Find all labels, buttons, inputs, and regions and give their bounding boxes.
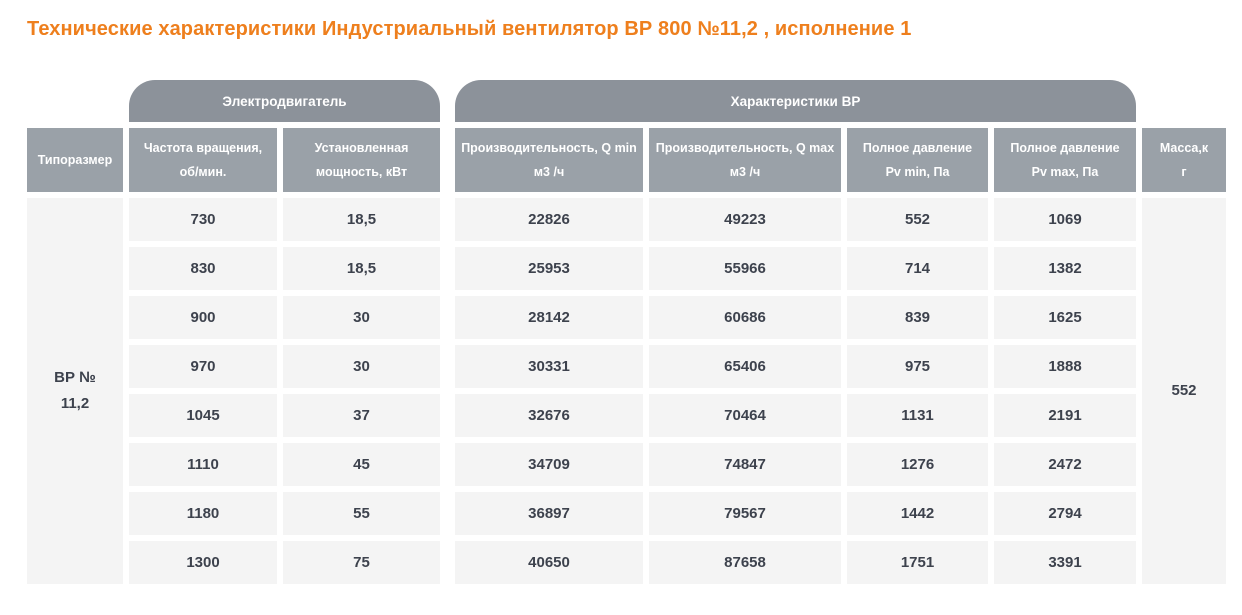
mass-cell: 552	[1142, 198, 1226, 584]
table-cell: 1382	[994, 247, 1136, 290]
table-cell: 1300	[129, 541, 277, 584]
table-cell: 25953	[455, 247, 643, 290]
table-cell: 60686	[649, 296, 841, 339]
column-header-label: Pv min, Па	[885, 165, 950, 179]
table-cell: 34709	[455, 443, 643, 486]
column-header-label: об/мин.	[179, 165, 227, 179]
table-cell: 2472	[994, 443, 1136, 486]
table-cell: 1276	[847, 443, 988, 486]
table-cell: 75	[283, 541, 440, 584]
column-header-label: мощность, кВт	[315, 165, 408, 179]
table-cell: 1751	[847, 541, 988, 584]
table-cell: 900	[129, 296, 277, 339]
table-cell: 55	[283, 492, 440, 535]
table-cell: 830	[129, 247, 277, 290]
table-cell: 839	[847, 296, 988, 339]
column-header-label: Масса,к	[1159, 140, 1209, 155]
column-header-label: Установленная	[314, 140, 409, 155]
table-cell: 552	[847, 198, 988, 241]
column-header-mass: Масса,к г	[1142, 128, 1226, 192]
typoraz-cell: ВР № 11,2	[27, 198, 123, 584]
table-cell: 18,5	[283, 247, 440, 290]
table-cell: 74847	[649, 443, 841, 486]
table-cell: 22826	[455, 198, 643, 241]
table-cell: 55966	[649, 247, 841, 290]
table-cell: 2191	[994, 394, 1136, 437]
column-header-label: Полное давление	[862, 140, 973, 155]
table-cell: 30	[283, 345, 440, 388]
group-header-motor: Электродвигатель	[129, 80, 440, 122]
table-cell: 40650	[455, 541, 643, 584]
table-cell: 70464	[649, 394, 841, 437]
column-header-pvmax: Полное давление Pv max, Па	[994, 128, 1136, 192]
table-cell: 714	[847, 247, 988, 290]
page-title: Технические характеристики Индустриальны…	[27, 18, 912, 40]
column-header-label: м3 /ч	[729, 165, 761, 179]
table-cell: 970	[129, 345, 277, 388]
typoraz-line: 11,2	[60, 395, 90, 412]
group-header-vr: Характеристики ВР	[455, 80, 1136, 122]
table-cell: 49223	[649, 198, 841, 241]
column-header-label: Полное давление	[1010, 140, 1120, 155]
table-cell: 1625	[994, 296, 1136, 339]
table-cell: 18,5	[283, 198, 440, 241]
table-cell: 87658	[649, 541, 841, 584]
column-header-label: Производительность, Q max	[655, 140, 835, 155]
table-cell: 28142	[455, 296, 643, 339]
column-header-qmax: Производительность, Q max м3 /ч	[649, 128, 841, 192]
table-cell: 1069	[994, 198, 1136, 241]
column-header-label: Производительность, Q min	[461, 140, 637, 155]
table-cell: 32676	[455, 394, 643, 437]
column-header-power: Установленная мощность, кВт	[283, 128, 440, 192]
table-cell: 975	[847, 345, 988, 388]
table-cell: 1442	[847, 492, 988, 535]
column-header-rpm: Частота вращения, об/мин.	[129, 128, 277, 192]
table-cell: 730	[129, 198, 277, 241]
table-cell: 3391	[994, 541, 1136, 584]
column-header-typoraz: Типоразмер	[27, 128, 123, 192]
column-header-label: Частота вращения,	[143, 140, 263, 155]
table-cell: 30	[283, 296, 440, 339]
table-cell: 1180	[129, 492, 277, 535]
table-cell: 30331	[455, 345, 643, 388]
column-header-label: Типоразмер	[37, 152, 113, 167]
table-cell: 1045	[129, 394, 277, 437]
table-cell: 79567	[649, 492, 841, 535]
column-header-label: г	[1181, 165, 1187, 179]
spec-table: Электродвигатель Характеристики ВР Типор…	[27, 80, 1226, 584]
table-cell: 65406	[649, 345, 841, 388]
table-cell: 1110	[129, 443, 277, 486]
table-cell: 1888	[994, 345, 1136, 388]
table-cell: 1131	[847, 394, 988, 437]
column-header-label: Pv max, Па	[1031, 165, 1099, 179]
table-cell: 2794	[994, 492, 1136, 535]
column-header-label: м3 /ч	[533, 165, 565, 179]
table-cell: 36897	[455, 492, 643, 535]
table-cell: 45	[283, 443, 440, 486]
typoraz-line: ВР №	[54, 369, 96, 386]
column-header-pvmin: Полное давление Pv min, Па	[847, 128, 988, 192]
table-cell: 37	[283, 394, 440, 437]
column-header-qmin: Производительность, Q min м3 /ч	[455, 128, 643, 192]
